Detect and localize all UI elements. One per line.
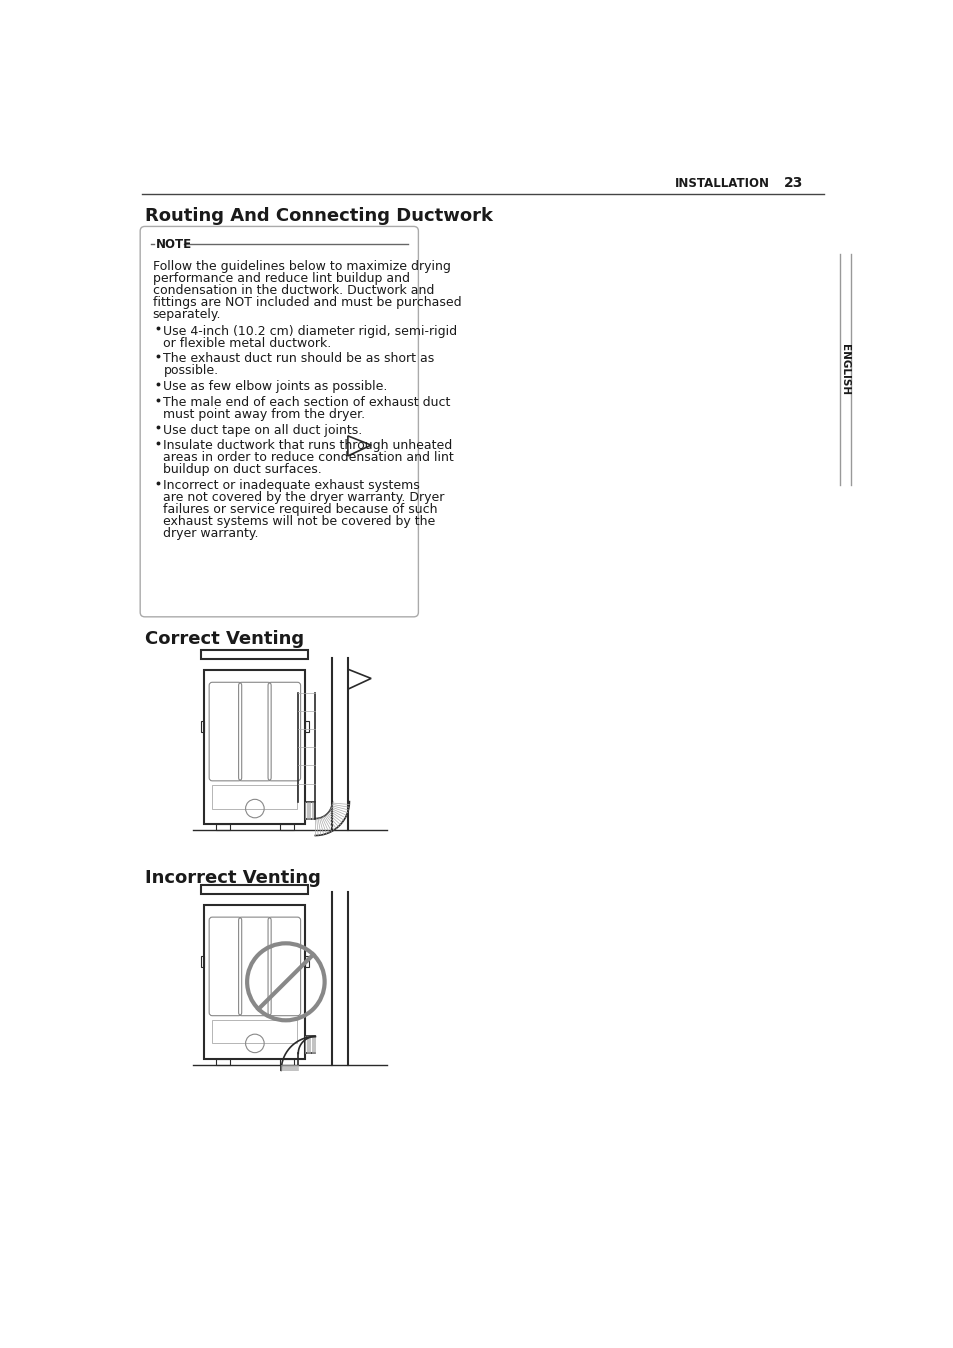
Bar [204,670,305,824]
Text: condensation in the ductwork. Ductwork and: condensation in the ductwork. Ductwork a… [152,284,434,297]
Bar [212,1020,297,1043]
Bar [216,824,230,830]
Bar [201,884,308,894]
Bar [204,905,305,1058]
Text: 23: 23 [783,177,802,190]
Text: INSTALLATION: INSTALLATION [675,177,769,190]
Bar [279,824,294,830]
Bar [305,721,309,732]
Bar [200,956,204,967]
Text: separately.: separately. [152,309,221,321]
Bar [212,786,297,809]
Text: possible.: possible. [163,364,218,377]
Text: The exhaust duct run should be as short as: The exhaust duct run should be as short … [163,352,435,365]
Text: The male end of each section of exhaust duct: The male end of each section of exhaust … [163,396,451,408]
Text: dryer warranty.: dryer warranty. [163,527,258,539]
Bar [279,1058,294,1065]
Text: Use as few elbow joints as possible.: Use as few elbow joints as possible. [163,380,387,394]
Bar [305,956,309,967]
Bar [201,650,308,659]
Text: performance and reduce lint buildup and: performance and reduce lint buildup and [152,272,409,286]
Text: exhaust systems will not be covered by the: exhaust systems will not be covered by t… [163,515,436,528]
Bar [216,1058,230,1065]
Text: Routing And Connecting Ductwork: Routing And Connecting Ductwork [145,206,493,225]
FancyBboxPatch shape [140,226,418,617]
Text: areas in order to reduce condensation and lint: areas in order to reduce condensation an… [163,452,454,464]
Text: are not covered by the dryer warranty. Dryer: are not covered by the dryer warranty. D… [163,491,444,504]
Text: Follow the guidelines below to maximize drying: Follow the guidelines below to maximize … [152,260,450,274]
Text: Use duct tape on all duct joints.: Use duct tape on all duct joints. [163,423,362,437]
Text: fittings are NOT included and must be purchased: fittings are NOT included and must be pu… [152,297,460,309]
Text: or flexible metal ductwork.: or flexible metal ductwork. [163,337,332,349]
Text: failures or service required because of such: failures or service required because of … [163,503,437,516]
Text: must point away from the dryer.: must point away from the dryer. [163,408,365,421]
Text: Insulate ductwork that runs through unheated: Insulate ductwork that runs through unhe… [163,439,453,453]
Text: ENGLISH: ENGLISH [840,344,849,395]
Text: Correct Venting: Correct Venting [145,630,304,648]
Text: buildup on duct surfaces.: buildup on duct surfaces. [163,464,322,476]
Text: Incorrect Venting: Incorrect Venting [145,869,320,887]
Text: NOTE: NOTE [155,239,192,252]
Text: Incorrect or inadequate exhaust systems: Incorrect or inadequate exhaust systems [163,479,419,492]
Text: Use 4-inch (10.2 cm) diameter rigid, semi-rigid: Use 4-inch (10.2 cm) diameter rigid, sem… [163,325,457,337]
Bar [200,721,204,732]
